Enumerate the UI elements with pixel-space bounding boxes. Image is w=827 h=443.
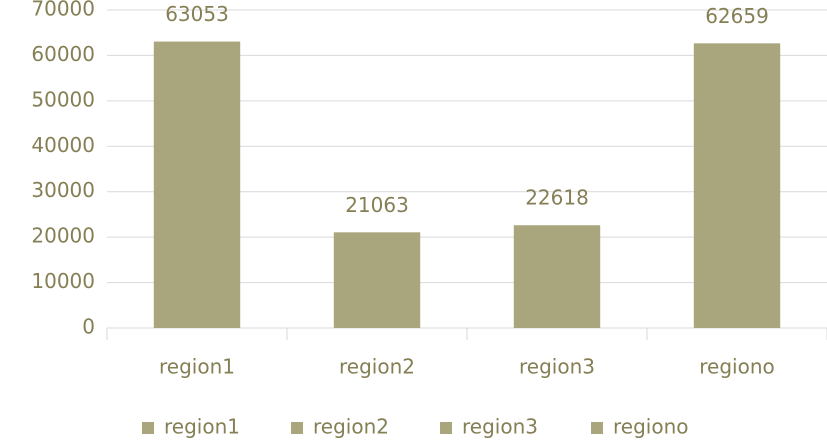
x-tick-label: region2 [339, 355, 415, 379]
y-tick-label: 60000 [31, 42, 95, 66]
legend-label: regiono [613, 415, 689, 439]
data-label: 21063 [345, 193, 409, 217]
data-label: 63053 [165, 2, 229, 26]
x-tick-label: region1 [159, 355, 235, 379]
y-tick-label: 10000 [31, 269, 95, 293]
x-tick-label: regiono [699, 355, 775, 379]
bar [153, 41, 241, 328]
y-tick-label: 0 [82, 315, 95, 339]
bar [693, 43, 781, 328]
legend-marker [440, 422, 452, 434]
y-tick-label: 20000 [31, 224, 95, 248]
legend-label: region1 [164, 415, 240, 439]
legend-marker [142, 422, 154, 434]
data-label: 22618 [525, 186, 589, 210]
y-tick-label: 30000 [31, 178, 95, 202]
legend-label: region3 [462, 415, 538, 439]
x-tick-label: region3 [519, 355, 595, 379]
data-label: 62659 [705, 4, 769, 28]
legend-marker [591, 422, 603, 434]
bar [333, 232, 421, 328]
y-tick-label: 40000 [31, 133, 95, 157]
y-tick-label: 70000 [31, 0, 95, 21]
bar [513, 225, 601, 328]
legend-label: region2 [313, 415, 389, 439]
y-tick-label: 50000 [31, 87, 95, 111]
legend-marker [291, 422, 303, 434]
